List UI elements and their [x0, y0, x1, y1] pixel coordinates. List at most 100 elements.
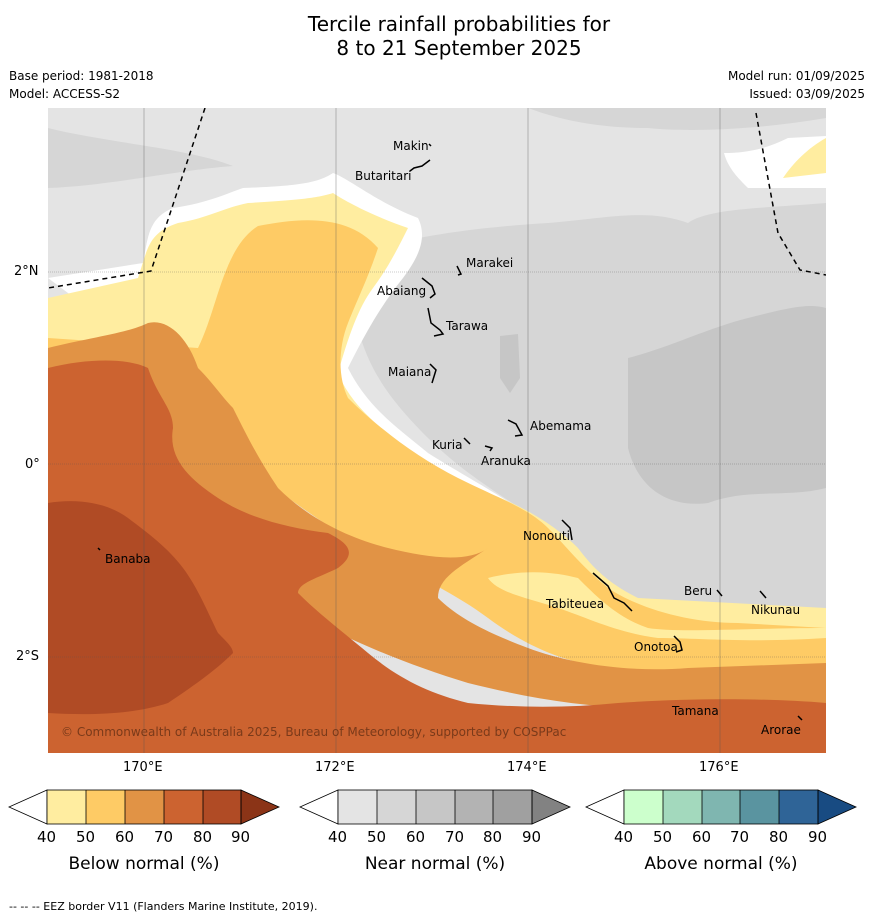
- cb-below-under: [8, 789, 48, 825]
- island-abemama: [507, 419, 524, 437]
- cb-near-tick-60: 60: [406, 828, 426, 846]
- cb-near-title: Near normal (%): [364, 854, 506, 874]
- place-label-aranuka: Aranuka: [481, 454, 531, 468]
- island-tabiteuea: [592, 572, 633, 612]
- cb-near-over: [531, 789, 571, 825]
- cb-above-tick-40: 40: [614, 828, 634, 846]
- cb-near-under: [299, 789, 339, 825]
- below-normal-40-ne: [783, 138, 826, 178]
- place-label-marakei: Marakei: [466, 256, 513, 270]
- island-marakei: [456, 265, 463, 276]
- lat-label-0: 0°: [25, 457, 40, 472]
- cb-below-over: [240, 789, 280, 825]
- cb-below-tick-80: 80: [193, 828, 213, 846]
- cb-below-70: [164, 790, 203, 824]
- cb-above-70: [740, 790, 779, 824]
- cb-above-title: Above normal (%): [644, 854, 798, 874]
- cb-below-tick-90: 90: [231, 828, 251, 846]
- model-run: Model run: 01/09/2025: [727, 69, 865, 83]
- below-normal-80-region: [48, 501, 233, 715]
- lat-label-2S: 2°S: [16, 649, 40, 664]
- colorbar-near-normal: [299, 789, 571, 825]
- island-butaritari: [409, 159, 431, 172]
- near-normal-50-region: [348, 203, 826, 613]
- cb-near-40: [338, 790, 377, 824]
- title-line-2: 8 to 21 September 2025: [336, 36, 582, 60]
- colorbar-above-normal: [585, 789, 857, 825]
- cb-near-tick-80: 80: [483, 828, 503, 846]
- cb-above-40: [624, 790, 663, 824]
- lon-label-176E: 176°E: [699, 760, 739, 775]
- rainfall-map: Makin Butaritari Marakei Abaiang Tarawa …: [48, 108, 826, 753]
- cb-above-tick-70: 70: [730, 828, 750, 846]
- title-line-1: Tercile rainfall probabilities for: [307, 12, 611, 36]
- cb-above-80: [779, 790, 818, 824]
- place-label-tamana: Tamana: [671, 704, 719, 718]
- cb-below-tick-60: 60: [115, 828, 135, 846]
- place-label-banaba: Banaba: [105, 552, 151, 566]
- island-onotoa: [673, 635, 683, 653]
- place-label-maiana: Maiana: [388, 365, 431, 379]
- cb-near-50: [377, 790, 416, 824]
- island-outlines: [97, 143, 803, 721]
- cb-below-80: [203, 790, 241, 824]
- cb-below-60: [125, 790, 164, 824]
- cb-near-80: [493, 790, 532, 824]
- cb-near-tick-70: 70: [445, 828, 465, 846]
- cb-below-title: Below normal (%): [68, 854, 220, 874]
- place-label-nikunau: Nikunau: [751, 603, 800, 617]
- place-label-nonouti: Nonouti: [523, 529, 570, 543]
- cb-below-tick-40: 40: [37, 828, 57, 846]
- island-aranuka: [484, 445, 494, 452]
- near-normal-50-region-ne: [528, 108, 826, 130]
- cb-below-tick-50: 50: [76, 828, 96, 846]
- eez-border: [48, 108, 826, 289]
- island-maiana: [429, 363, 437, 384]
- lat-label-2N: 2°N: [14, 264, 39, 279]
- cb-above-tick-90: 90: [808, 828, 828, 846]
- cb-near-tick-40: 40: [328, 828, 348, 846]
- island-makin: [428, 143, 432, 147]
- graticule: [48, 108, 826, 753]
- below-normal-40-tail: [488, 572, 826, 641]
- below-normal-70-region: [48, 360, 826, 753]
- near-normal-60-patch: [500, 334, 520, 393]
- place-label-tabiteuea: Tabiteuea: [545, 597, 604, 611]
- colorbars: [8, 789, 857, 825]
- island-beru: [716, 589, 723, 597]
- cb-above-tick-80: 80: [769, 828, 789, 846]
- model-name: Model: ACCESS-S2: [9, 87, 121, 101]
- island-arorae: [797, 715, 803, 721]
- island-nikunau: [759, 590, 767, 599]
- cb-below-50: [86, 790, 125, 824]
- cb-above-tick-50: 50: [653, 828, 673, 846]
- place-label-makin: Makin: [393, 139, 429, 153]
- island-kuria: [463, 437, 471, 445]
- colorbar-below-normal: [8, 789, 280, 825]
- cb-near-tick-50: 50: [367, 828, 387, 846]
- map-title: Tercile rainfall probabilities for 8 to …: [0, 12, 873, 60]
- island-tarawa: [427, 307, 445, 337]
- below-normal-50-region: [48, 220, 826, 685]
- cb-near-tick-90: 90: [522, 828, 542, 846]
- island-abaiang: [421, 277, 436, 299]
- island-banaba: [97, 547, 101, 551]
- lon-label-170E: 170°E: [123, 760, 163, 775]
- place-label-arorae: Arorae: [761, 723, 801, 737]
- cb-above-under: [585, 789, 625, 825]
- lon-label-174E: 174°E: [507, 760, 547, 775]
- cb-near-60: [416, 790, 455, 824]
- place-label-tarawa: Tarawa: [445, 319, 488, 333]
- eez-border-note: -- -- -- EEZ border V11 (Flanders Marine…: [9, 900, 318, 913]
- meta-left: Base period: 1981-2018 Model: ACCESS-S2: [9, 67, 154, 103]
- issued-date: Issued: 03/09/2025: [749, 87, 865, 101]
- place-label-kuria: Kuria: [432, 438, 463, 452]
- cb-above-50: [663, 790, 702, 824]
- cb-above-60: [702, 790, 740, 824]
- place-label-onotoa: Onotoa: [634, 640, 678, 654]
- near-normal-50-region-nw: [48, 128, 233, 188]
- base-period: Base period: 1981-2018: [9, 69, 154, 83]
- place-label-beru: Beru: [684, 584, 712, 598]
- near-normal-60-region: [628, 306, 826, 504]
- cb-below-40: [47, 790, 86, 824]
